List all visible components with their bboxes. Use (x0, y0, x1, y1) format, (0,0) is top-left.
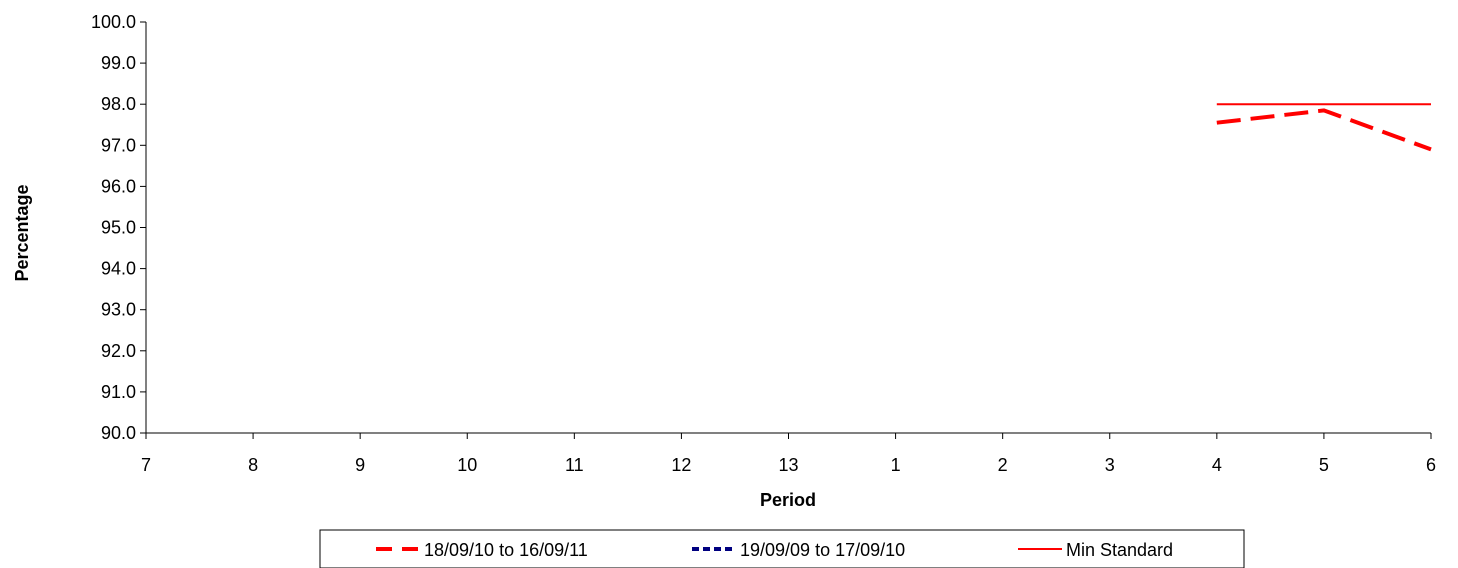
series-line-0 (1216, 108, 1432, 152)
x-tick-label: 12 (671, 455, 691, 475)
x-tick-label: 7 (141, 455, 151, 475)
y-axis: 90.0 91.0 92.0 93.0 94.0 95.0 96.0 97.0 98.0 99.0… (91, 12, 147, 443)
y-tick-label: 90.0 (101, 423, 136, 443)
y-tick-label: 95.0 (101, 218, 136, 238)
plot-series (1216, 103, 1432, 152)
legend-label-2: Min Standard (1066, 540, 1173, 560)
y-tick-label: 94.0 (101, 259, 136, 279)
x-tick-label: 4 (1212, 455, 1222, 475)
y-tick-label: 91.0 (101, 382, 136, 402)
x-tick-label: 2 (998, 455, 1008, 475)
y-tick-label: 96.0 (101, 176, 136, 196)
legend-label-0: 18/09/10 to 16/09/11 (424, 540, 588, 560)
x-tick-label: 1 (891, 455, 901, 475)
x-tick-label: 6 (1426, 455, 1436, 475)
x-tick-label: 9 (355, 455, 365, 475)
legend-box (319, 529, 1245, 568)
x-tick-label: 8 (248, 455, 258, 475)
y-tick-label: 100.0 (91, 12, 136, 32)
y-tick-label: 93.0 (101, 300, 136, 320)
legend-label-1: 19/09/09 to 17/09/10 (740, 540, 905, 560)
legend: 18/09/10 to 16/09/11 19/09/09 to 17/09/10… (319, 529, 1245, 568)
x-axis: 7 8 9 10 11 12 13 1 2 3 4 5 6 (141, 432, 1436, 475)
x-tick-label: 13 (778, 455, 798, 475)
y-tick-label: 99.0 (101, 53, 136, 73)
y-axis-title: Percentage (12, 184, 32, 281)
x-tick-label: 3 (1105, 455, 1115, 475)
x-tick-label: 5 (1319, 455, 1329, 475)
x-tick-label: 10 (457, 455, 477, 475)
x-axis-title: Period (760, 490, 816, 510)
y-tick-label: 98.0 (101, 94, 136, 114)
x-tick-label: 11 (565, 455, 584, 475)
y-tick-label: 97.0 (101, 135, 136, 155)
y-tick-label: 92.0 (101, 341, 136, 361)
